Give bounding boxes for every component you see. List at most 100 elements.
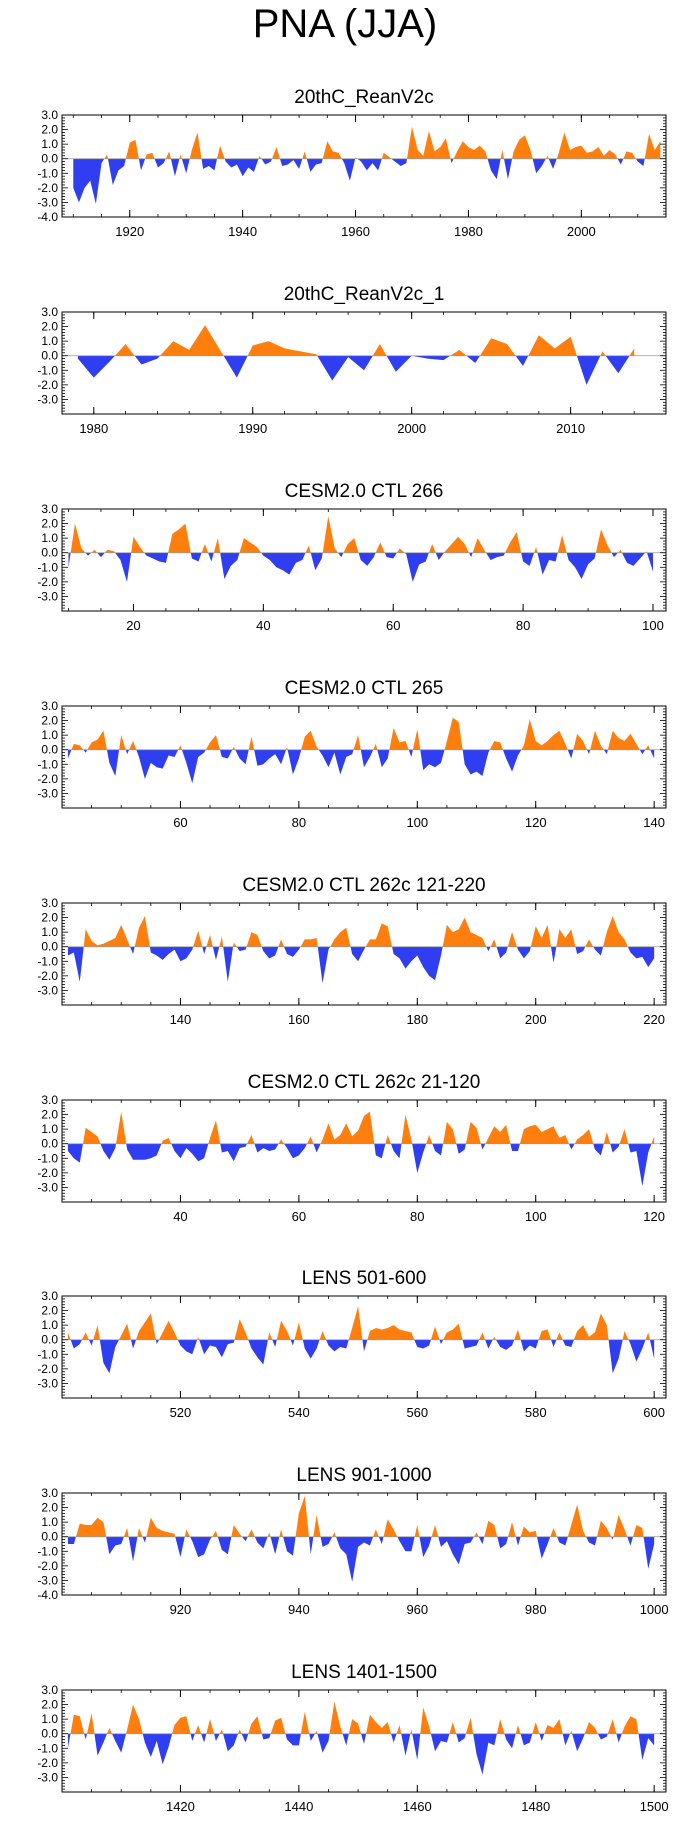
x-tick-label: 40 — [256, 618, 270, 633]
y-tick-label: -4.0 — [37, 210, 58, 224]
y-tick-label: 3.0 — [41, 1093, 58, 1107]
positive-area — [114, 325, 635, 356]
positive-area — [70, 1701, 639, 1734]
x-tick-label: 1000 — [640, 1602, 669, 1617]
y-tick-label: 3.0 — [41, 699, 58, 713]
plot-frame — [61, 1295, 667, 1399]
x-tick-label: 80 — [292, 815, 306, 830]
x-tick-label: 560 — [406, 1405, 428, 1420]
y-tick-label: -3.0 — [37, 983, 58, 997]
chart-panel-6: CESM2.0 CTL 262c 21-1203.02.01.00.0-1.0-… — [37, 1072, 667, 1224]
plot-frame — [61, 311, 667, 415]
y-tick-label: 0.0 — [41, 546, 58, 560]
plot-frame — [61, 902, 667, 1006]
plot-frame — [61, 1689, 667, 1793]
y-tick-label: 3.0 — [41, 305, 58, 319]
x-tick-label: 160 — [288, 1012, 310, 1027]
x-tick-label: 600 — [643, 1405, 665, 1420]
y-tick-label: -2.0 — [37, 378, 58, 392]
y-tick-label: -1.0 — [37, 954, 58, 968]
negative-area — [67, 946, 655, 984]
chart-panel-8: LENS 901-1000 3.02.01.00.0-1.0-2.0-3.0-4.… — [37, 1465, 668, 1617]
plot-frame — [61, 114, 667, 218]
chart-title: 20thC_ReanV2c — [294, 87, 433, 108]
plot-frame — [61, 508, 667, 612]
x-tick-label: 100 — [642, 618, 664, 633]
y-tick-label: -3.0 — [37, 392, 58, 406]
y-tick-label: 0.0 — [41, 349, 58, 363]
positive-area — [70, 516, 647, 553]
chart-panel-9: LENS 1401-1500 3.02.01.00.0-1.0-2.0-3.0 14… — [37, 1662, 668, 1814]
y-tick-label: 0.0 — [41, 1137, 58, 1151]
x-tick-label: 60 — [173, 815, 187, 830]
chart-title: LENS 901-1000 — [296, 1465, 431, 1486]
y-tick-label: 3.0 — [41, 502, 58, 516]
main-title: PNA (JJA) — [252, 2, 438, 46]
y-tick-label: -3.0 — [37, 589, 58, 603]
negative-area — [77, 355, 630, 385]
y-tick-label: -1.0 — [37, 560, 58, 574]
x-tick-label: 920 — [170, 1602, 192, 1617]
x-tick-label: 100 — [406, 815, 428, 830]
positive-area — [67, 1306, 650, 1340]
y-tick-label: -3.0 — [37, 195, 58, 209]
y-tick-label: -1.0 — [37, 757, 58, 771]
y-tick-label: 0.0 — [41, 1333, 58, 1347]
y-tick-label: 2.0 — [41, 1698, 58, 1712]
negative-area — [70, 1339, 655, 1374]
y-tick-label: -1.0 — [37, 166, 58, 180]
x-tick-label: 120 — [643, 1209, 665, 1224]
y-tick-label: -2.0 — [37, 772, 58, 786]
x-tick-label: 220 — [643, 1012, 665, 1027]
x-tick-label: 40 — [173, 1209, 187, 1224]
y-tick-label: 0.0 — [41, 1530, 58, 1544]
positive-area — [71, 717, 651, 750]
chart-panel-5: CESM2.0 CTL 262c 121-220 3.02.01.00.0-1.0… — [37, 875, 667, 1027]
chart-title: CESM2.0 CTL 266 — [285, 481, 444, 502]
x-tick-label: 980 — [525, 1602, 547, 1617]
y-tick-label: 2.0 — [41, 517, 58, 531]
x-tick-label: 540 — [288, 1405, 310, 1420]
y-tick-label: 2.0 — [41, 1108, 58, 1122]
x-tick-label: 1980 — [79, 421, 108, 436]
x-tick-label: 1920 — [115, 224, 144, 239]
y-tick-label: 2.0 — [41, 714, 58, 728]
y-tick-label: -3.0 — [37, 1573, 58, 1587]
x-tick-label: 100 — [525, 1209, 547, 1224]
x-tick-label: 520 — [170, 1405, 192, 1420]
y-tick-label: -4.0 — [37, 1588, 58, 1602]
x-tick-label: 20 — [126, 618, 140, 633]
y-tick-label: -3.0 — [37, 1180, 58, 1194]
y-tick-label: 3.0 — [41, 1289, 58, 1303]
y-tick-label: 0.0 — [41, 152, 58, 166]
x-tick-label: 1440 — [284, 1799, 313, 1814]
y-tick-label: -3.0 — [37, 1376, 58, 1390]
x-tick-label: 1940 — [228, 224, 257, 239]
y-tick-label: 2.0 — [41, 123, 58, 137]
positive-area — [104, 126, 661, 159]
x-tick-label: 1990 — [238, 421, 267, 436]
y-tick-label: 1.0 — [41, 1122, 58, 1136]
chart-panel-3: CESM2.0 CTL 266 3.02.01.00.0-1.0-2.0-3.0 2… — [37, 481, 667, 633]
negative-area — [67, 749, 655, 784]
x-tick-label: 140 — [643, 815, 665, 830]
y-tick-label: 1.0 — [41, 137, 58, 151]
x-tick-label: 140 — [170, 1012, 192, 1027]
y-tick-label: -1.0 — [37, 1544, 58, 1558]
y-tick-label: 3.0 — [41, 1683, 58, 1697]
plot-frame — [61, 1099, 667, 1203]
y-tick-label: -1.0 — [37, 1741, 58, 1755]
chart-panel-1: 20thC_ReanV2c 3.02.01.00.0-1.0-2.0-3.0-4.… — [37, 87, 667, 239]
y-tick-label: 3.0 — [41, 108, 58, 122]
chart-title: LENS 1401-1500 — [291, 1662, 437, 1683]
x-tick-label: 2000 — [567, 224, 596, 239]
y-tick-label: -2.0 — [37, 181, 58, 195]
chart-panel-2: 20thC_ReanV2c_1 3.02.01.00.0-1.0-2.0-3.0 1… — [37, 284, 667, 436]
y-tick-label: -2.0 — [37, 1166, 58, 1180]
x-tick-label: 580 — [525, 1405, 547, 1420]
y-tick-label: 1.0 — [41, 1318, 58, 1332]
y-tick-label: 2.0 — [41, 1501, 58, 1515]
x-tick-label: 1500 — [640, 1799, 669, 1814]
y-tick-label: -2.0 — [37, 575, 58, 589]
